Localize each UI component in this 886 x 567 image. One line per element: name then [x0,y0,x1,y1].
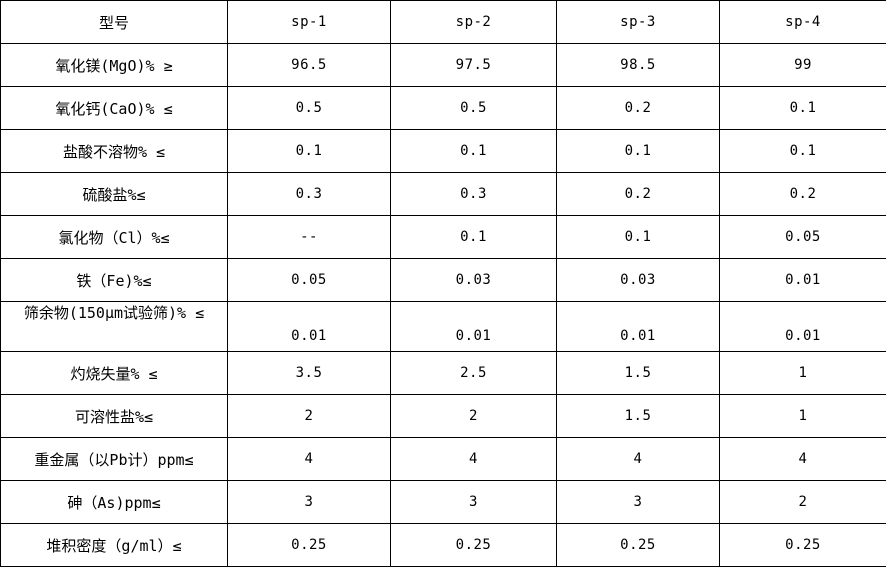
value-cell: 0.01 [391,302,557,352]
value-cell: 3.5 [228,352,391,395]
value-cell: 1.5 [557,395,720,438]
model-column-sp-1: sp-1 [228,1,391,44]
value-cell: 0.01 [557,302,720,352]
row-label: 硫酸盐%≤ [1,173,228,216]
row-label: 铁（Fe)%≤ [1,259,228,302]
value-cell: 0.2 [720,173,886,216]
value-cell: 3 [391,481,557,524]
value-cell: 4 [557,438,720,481]
value-cell: 96.5 [228,44,391,87]
value-cell: 0.3 [228,173,391,216]
value-cell: 4 [391,438,557,481]
row-label: 盐酸不溶物% ≤ [1,130,228,173]
value-cell: -- [228,216,391,259]
value-cell: 4 [228,438,391,481]
value-cell: 1 [720,395,886,438]
value-cell: 0.1 [391,216,557,259]
value-cell: 98.5 [557,44,720,87]
value-cell: 0.1 [720,87,886,130]
value-cell: 0.1 [391,130,557,173]
value-cell: 2 [228,395,391,438]
value-cell: 3 [228,481,391,524]
value-cell: 0.05 [720,216,886,259]
value-cell: 0.5 [228,87,391,130]
value-cell: 0.05 [228,259,391,302]
value-cell: 0.25 [557,524,720,567]
row-label: 砷（As)ppm≤ [1,481,228,524]
value-cell: 2.5 [391,352,557,395]
value-cell: 2 [391,395,557,438]
row-label: 氧化镁(MgO)% ≥ [1,44,228,87]
value-cell: 0.1 [557,216,720,259]
value-cell: 0.03 [557,259,720,302]
value-cell: 0.25 [720,524,886,567]
value-cell: 0.1 [557,130,720,173]
value-cell: 0.25 [228,524,391,567]
model-column-sp-3: sp-3 [557,1,720,44]
value-cell: 0.2 [557,173,720,216]
value-cell: 0.01 [720,259,886,302]
value-cell: 97.5 [391,44,557,87]
value-cell: 2 [720,481,886,524]
row-label: 氯化物（Cl）%≤ [1,216,228,259]
row-label: 筛余物(150μm试验筛)% ≤ [1,302,228,352]
row-label: 氧化钙(CaO)% ≤ [1,87,228,130]
value-cell: 0.3 [391,173,557,216]
model-header-cell: 型号 [1,1,228,44]
value-cell: 0.5 [391,87,557,130]
value-cell: 99 [720,44,886,87]
model-column-sp-4: sp-4 [720,1,886,44]
model-column-sp-2: sp-2 [391,1,557,44]
row-label: 可溶性盐%≤ [1,395,228,438]
value-cell: 1 [720,352,886,395]
value-cell: 0.01 [228,302,391,352]
value-cell: 0.25 [391,524,557,567]
value-cell: 1.5 [557,352,720,395]
value-cell: 0.1 [720,130,886,173]
row-label: 重金属（以Pb计）ppm≤ [1,438,228,481]
value-cell: 0.1 [228,130,391,173]
row-label: 堆积密度（g/ml）≤ [1,524,228,567]
header-row: 型号 sp-1 sp-2 sp-3 sp-4 [1,1,886,44]
value-cell: 0.2 [557,87,720,130]
value-cell: 3 [557,481,720,524]
value-cell: 0.01 [720,302,886,352]
value-cell: 0.03 [391,259,557,302]
row-label: 灼烧失量% ≤ [1,352,228,395]
value-cell: 4 [720,438,886,481]
